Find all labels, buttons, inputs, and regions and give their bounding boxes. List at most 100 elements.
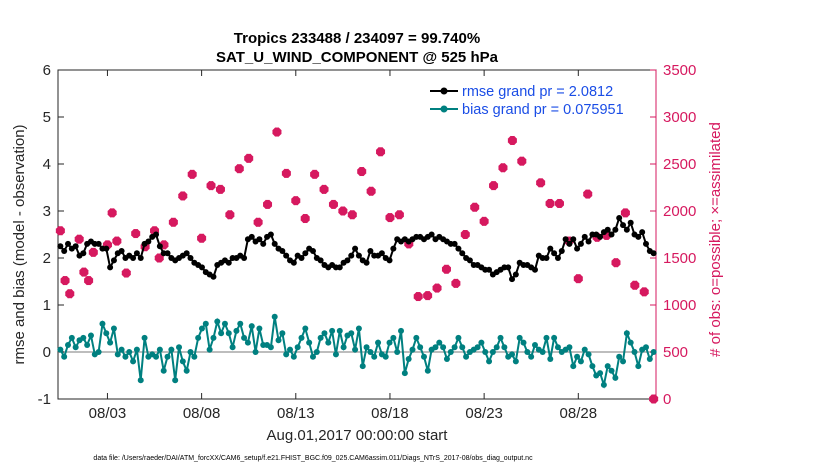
bias-point [218, 330, 225, 337]
bias-point [114, 351, 121, 358]
y-tick-label: 1 [43, 297, 51, 314]
bias-point [474, 344, 481, 351]
bias-point [95, 349, 102, 355]
bias-point [459, 344, 466, 351]
bias-point [271, 313, 278, 320]
bias-point [283, 351, 290, 358]
y-tick-label: 6 [43, 62, 51, 79]
bias-point [179, 358, 186, 365]
obs-assimilated-marker [121, 268, 131, 278]
bias-point [298, 334, 305, 341]
obs-assimilated-marker [639, 287, 649, 297]
series-layer [55, 93, 659, 404]
y-tick-label: 4 [43, 156, 51, 173]
bias-point [531, 341, 538, 348]
obs-assimilated-marker [291, 196, 301, 206]
bias-point [317, 334, 324, 341]
rmse-point [348, 252, 355, 259]
y2-tick-label: 2000 [663, 203, 696, 220]
obs-assimilated-marker [479, 216, 489, 226]
y2-axis-ticks: 0 500 1000 1500 2000 2500 3000 3500 [650, 62, 696, 408]
rmse-point [248, 233, 255, 240]
bias-point [543, 334, 550, 341]
bias-point [156, 346, 163, 353]
rmse-point [466, 257, 473, 264]
rmse-point [65, 240, 72, 247]
bias-point [275, 337, 282, 344]
obs-assimilated-marker [197, 233, 207, 243]
rmse-point [95, 240, 102, 247]
obs-assimilated-marker [554, 198, 565, 209]
bias-point [627, 339, 634, 346]
bias-point [371, 353, 378, 360]
bias-point [363, 344, 370, 351]
bias-point [137, 377, 144, 384]
y-tick-label: 0 [43, 344, 51, 361]
obs-assimilated-marker [244, 153, 254, 163]
obs-assimilated-marker [65, 289, 75, 299]
obs-assimilated-marker [536, 178, 546, 188]
obs-assimilated-marker [423, 291, 433, 301]
chart-subtitle: SAT_U_WIND_COMPONENT @ 525 hPa [216, 49, 499, 66]
rmse-point [577, 240, 584, 247]
rmse-point [164, 250, 171, 257]
rmse-point [137, 255, 144, 261]
bias-point [191, 353, 198, 360]
bias-point [443, 356, 450, 363]
bias-point [463, 353, 470, 360]
obs-assimilated-marker [187, 169, 197, 179]
obs-assimilated-marker [84, 275, 94, 286]
bias-point [336, 327, 343, 334]
bias-point [398, 327, 405, 334]
rmse-point [627, 219, 634, 226]
bias-point [631, 349, 638, 355]
obs-assimilated-marker [328, 199, 339, 210]
y-axis-label: rmse and bias (model - observation) [11, 124, 28, 364]
rmse-point [570, 236, 577, 243]
y-tick-label: 5 [43, 109, 51, 126]
rmse-point [298, 255, 305, 261]
rmse-point [616, 215, 623, 222]
bias-point [608, 367, 615, 374]
bias-point [597, 370, 604, 377]
bias-point [87, 332, 94, 339]
bias-point [221, 320, 228, 327]
bias-point [65, 341, 72, 348]
bias-point [447, 349, 454, 355]
rmse-point [355, 252, 362, 259]
bias-point [413, 334, 420, 341]
x-axis-label: Aug.01,2017 00:00:00 start [267, 427, 449, 444]
rmse-point [386, 257, 393, 264]
obs-assimilated-marker [460, 229, 470, 240]
rmse-point [390, 245, 397, 252]
bias-point [581, 346, 588, 353]
rmse-point [428, 231, 435, 238]
rmse-point [604, 226, 611, 233]
bias-point [528, 353, 535, 360]
bias-point [612, 374, 619, 381]
rmse-point [451, 240, 458, 247]
obs-assimilated-marker [262, 199, 273, 210]
bias-point [267, 344, 274, 351]
y2-axis-label: # of obs: o=possible; ×=assimilated [707, 122, 724, 357]
obs-assimilated-marker [413, 291, 423, 302]
bias-point [164, 353, 171, 360]
bias-point [214, 318, 221, 325]
bias-point [539, 349, 546, 355]
rmse-point [260, 240, 267, 247]
rmse-point [531, 266, 538, 273]
obs-assimilated-marker [385, 212, 395, 223]
rmse-point [317, 257, 324, 264]
y-tick-label: -1 [38, 391, 51, 408]
bias-point [455, 334, 462, 341]
bias-point [409, 346, 416, 353]
bias-point [153, 353, 160, 360]
bias-point [405, 356, 412, 363]
bias-point [359, 363, 366, 370]
rmse-point [620, 222, 627, 229]
bias-point [516, 334, 523, 341]
bias-point [325, 339, 332, 346]
y-axis-ticks: -1 0 1 2 3 4 5 6 [38, 62, 64, 408]
rmse-point [198, 264, 205, 271]
bias-point [547, 356, 554, 363]
